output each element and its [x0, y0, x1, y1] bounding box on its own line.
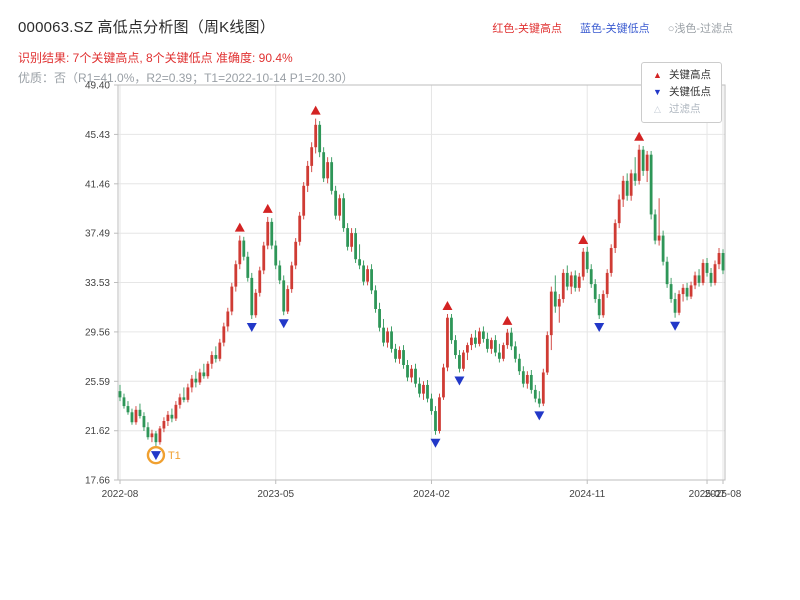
quality-assessment-text: 优质：否（R1=41.0%，R2=0.39；T1=2022-10-14 P1=2…	[18, 71, 354, 85]
svg-text:17.66: 17.66	[85, 476, 110, 487]
legend-item-key-low: ▼ 关键低点	[652, 86, 711, 99]
svg-text:25.59: 25.59	[85, 377, 110, 388]
legend-blue-key-low-label: 蓝色-关键低点	[580, 23, 650, 35]
svg-text:2022-08: 2022-08	[102, 489, 139, 500]
top-color-legend: 红色-关键高点 蓝色-关键低点 ○浅色-过滤点	[492, 20, 733, 36]
legend-light-filtered-label: ○浅色-过滤点	[667, 23, 733, 35]
filtered-triangle-icon: △	[654, 104, 661, 114]
legend-item-label: 关键高点	[669, 69, 711, 81]
svg-text:37.49: 37.49	[85, 229, 110, 240]
svg-text:2024-11: 2024-11	[569, 489, 605, 500]
legend-red-key-high-label: 红色-关键高点	[492, 23, 563, 35]
svg-text:2025-08: 2025-08	[705, 489, 742, 500]
candles-layer	[118, 118, 725, 448]
page-title: 000063.SZ 高低点分析图（周K线图）	[18, 19, 275, 36]
svg-text:T1: T1	[168, 450, 181, 462]
legend-item-label: 过滤点	[669, 103, 701, 115]
key-low-triangle-icon: ▼	[653, 87, 662, 97]
legend-item-label: 关键低点	[669, 86, 711, 98]
svg-text:2025-07: 2025-07	[689, 489, 726, 500]
axis-layer: 17.66 21.62 25.59 29.56 33.53 37.49 41.46 45.43…	[85, 81, 742, 501]
svg-text:49.40: 49.40	[85, 81, 110, 92]
recognition-result-text: 识别结果: 7个关键高点, 8个关键低点 准确度: 90.4%	[18, 51, 293, 65]
svg-text:45.43: 45.43	[85, 130, 110, 141]
key-high-triangle-icon: ▲	[653, 70, 662, 80]
svg-text:29.56: 29.56	[85, 327, 110, 338]
chart-legend-box: ▲ 关键高点 ▼ 关键低点 △ 过滤点	[641, 62, 722, 123]
legend-item-filtered: △ 过滤点	[652, 103, 711, 116]
svg-text:21.62: 21.62	[85, 426, 110, 437]
svg-text:33.53: 33.53	[85, 278, 110, 289]
svg-text:2023-05: 2023-05	[257, 489, 294, 500]
svg-text:2024-02: 2024-02	[413, 489, 450, 500]
svg-text:41.46: 41.46	[85, 179, 110, 190]
grid-layer	[118, 84, 725, 481]
key-point-markers-layer: T1	[146, 105, 681, 465]
legend-item-key-high: ▲ 关键高点	[652, 69, 711, 82]
